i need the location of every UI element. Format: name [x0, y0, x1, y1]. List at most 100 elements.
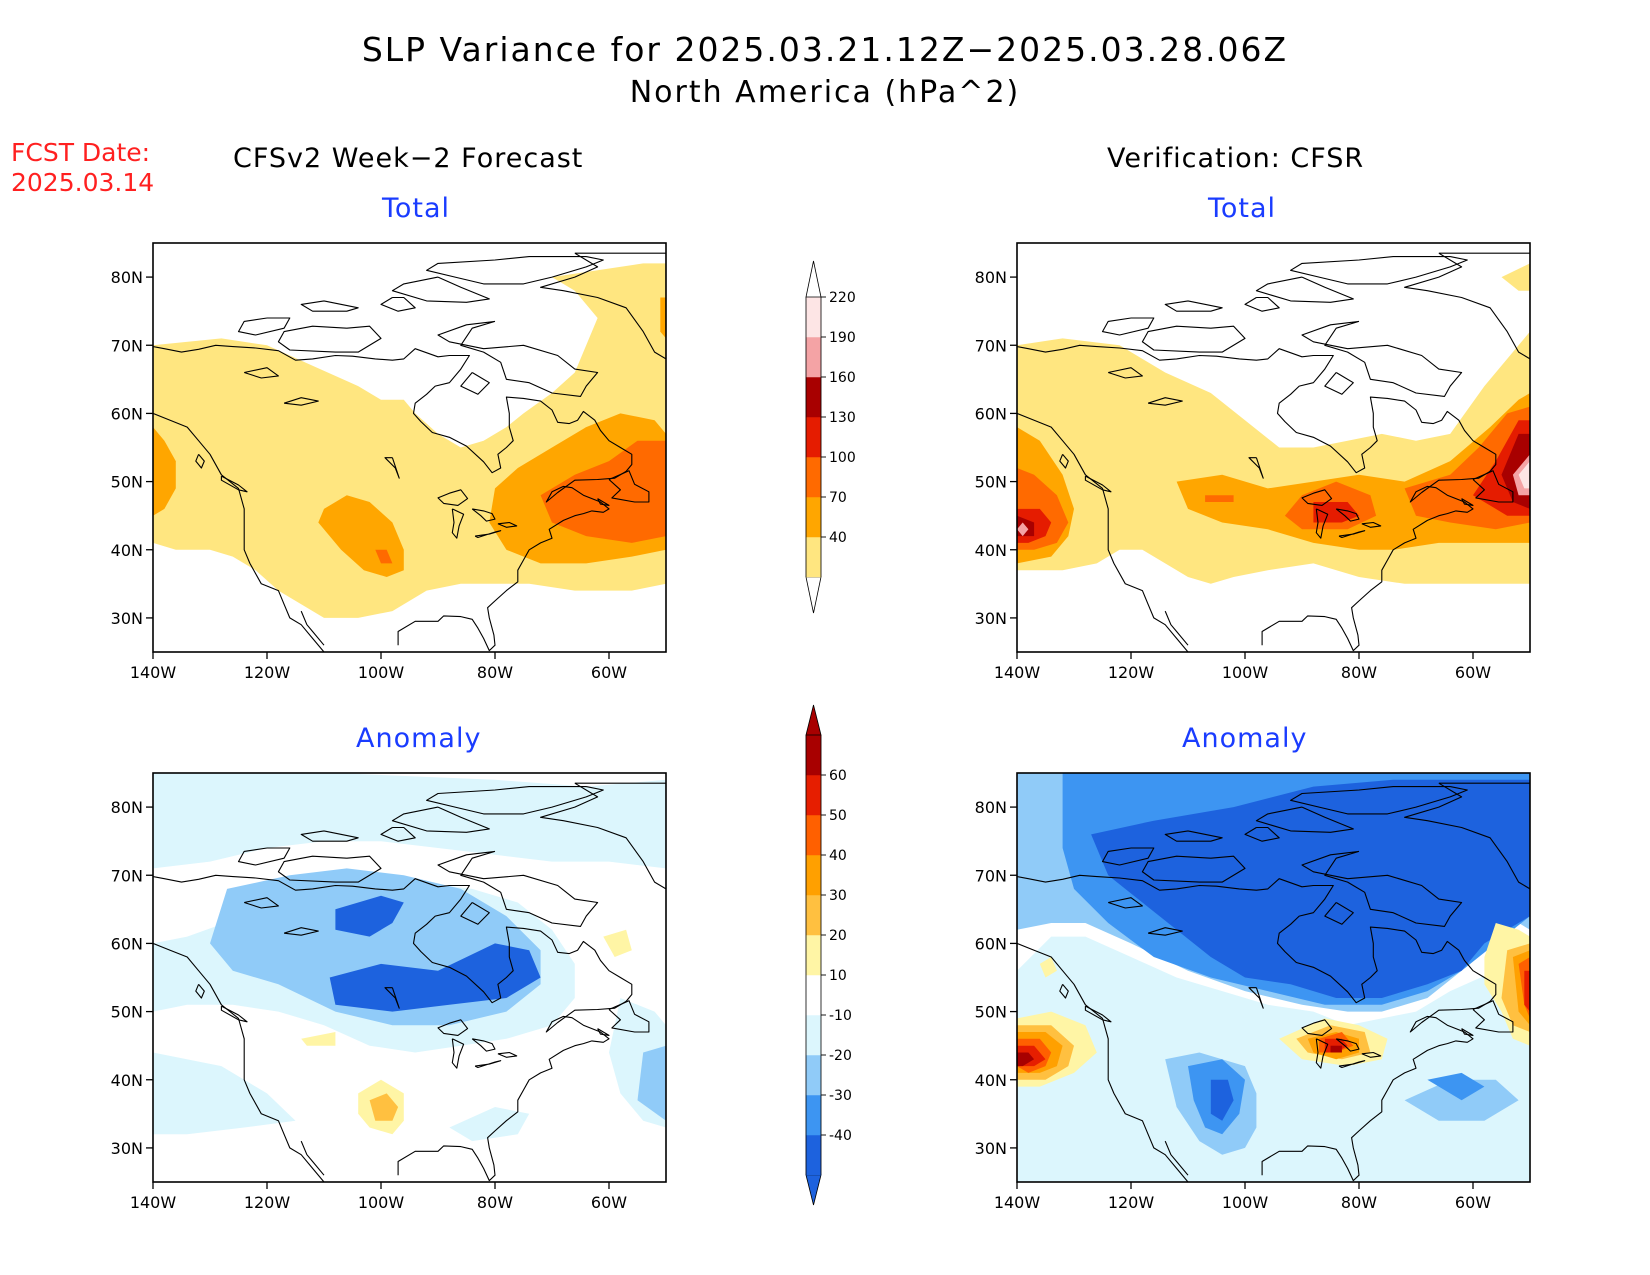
forecast-total-coastline-7	[497, 521, 518, 528]
forecast-anomaly-coastline-5	[451, 1038, 465, 1069]
total-colorbar-low-arrow	[805, 576, 822, 614]
verification-total-coastline-4	[1301, 489, 1333, 506]
total-colorbar-label: 70	[829, 490, 847, 506]
forecast-anomaly-coastline-3	[471, 1038, 496, 1052]
verification-total-y-tick-label: 60N	[975, 404, 1007, 423]
forecast-column-title: CFSv2 Week−2 Forecast	[233, 143, 584, 174]
forecast-anomaly-plot-area	[153, 773, 666, 1182]
anomaly-colorbar-label: 20	[829, 928, 847, 944]
forecast-anomaly-coastline-0	[153, 942, 325, 1182]
forecast-total-coastline-15	[437, 320, 599, 397]
total-colorbar-label: 160	[829, 370, 856, 386]
verification-anomaly-coastline-1	[1164, 1140, 1189, 1176]
verification-total-coastline-14	[1255, 276, 1354, 303]
forecast-total-coastline-10	[384, 457, 400, 479]
forecast-total-coastline-18	[300, 300, 359, 312]
forecast-total-coastline-20	[540, 252, 666, 360]
anomaly-colorbar-box	[805, 974, 822, 1016]
forecast-total-coastline-13	[426, 256, 604, 285]
forecast-total-y-tick-label: 50N	[111, 473, 143, 492]
verification-anomaly-coastline-7	[1361, 1051, 1382, 1058]
verification-total-coastline-6	[1338, 530, 1366, 539]
total-colorbar-box	[805, 536, 822, 578]
verification-total-coastline-11	[1059, 453, 1069, 469]
forecast-anomaly-x-tick-label: 80W	[477, 1193, 513, 1212]
forecast-total-x-tick-label: 80W	[477, 663, 513, 682]
verification-anomaly-coastline-22	[1461, 1028, 1474, 1036]
verification-anomaly-coastline-3	[1335, 1038, 1360, 1052]
forecast-anomaly-x-tick-label: 140W	[130, 1193, 177, 1212]
forecast-anomaly-contour--20-2	[153, 1052, 296, 1135]
verification-anomaly-y-tick-label: 70N	[975, 866, 1007, 885]
forecast-total-coastline-21	[460, 372, 490, 395]
anomaly-colorbar-box	[805, 934, 822, 976]
total-colorbar-box	[805, 456, 822, 498]
verification-anomaly-coastline-9	[1108, 897, 1143, 909]
forecast-total-coastline-6	[474, 530, 502, 539]
total-colorbar-box	[805, 416, 822, 458]
verification-anomaly-contour-10-12	[1039, 957, 1057, 978]
verification-anomaly-coastline-18	[1164, 830, 1223, 842]
verification-anomaly-contour--30-3	[1404, 1079, 1519, 1121]
verification-anomaly-contour-60-25	[1017, 1052, 1035, 1067]
forecast-total-x-tick-label: 60W	[591, 663, 627, 682]
forecast-total-coastline-0	[153, 412, 325, 652]
verification-anomaly-coastline-20	[1404, 782, 1530, 890]
forecast-total-contour-100-6	[375, 549, 393, 564]
verification-total-y-tick-label: 30N	[975, 609, 1007, 628]
fcst-date-value: 2025.03.14	[11, 168, 155, 197]
verification-anomaly-coastline-17	[1101, 847, 1155, 866]
forecast-anomaly-coastline-22	[597, 1028, 610, 1036]
forecast-total-y-tick-label: 70N	[111, 336, 143, 355]
forecast-total-coastline-14	[391, 276, 490, 303]
forecast-anomaly-coastline-16	[277, 855, 382, 883]
verification-total-coastline-22	[1461, 498, 1474, 506]
forecast-anomaly-coastline-11	[195, 983, 205, 999]
forecast-anomaly-coastline-7	[497, 1051, 518, 1058]
verification-anomaly-contour-50-24	[1524, 970, 1530, 1012]
verification-total-contour-220-15	[1518, 461, 1530, 489]
total-colorbar-high-arrow	[805, 260, 822, 298]
verification-anomaly-coastline-14	[1255, 806, 1354, 833]
anomaly-colorbar-label: 40	[829, 848, 847, 864]
verification-total-title: Total	[1208, 193, 1277, 224]
verification-anomaly-x-tick-label: 80W	[1341, 1193, 1377, 1212]
anomaly-colorbar: -40 -30 -20 -10 10 20 30 40 50 60	[805, 704, 852, 1206]
verification-anomaly-plot-area	[1017, 773, 1530, 1182]
anomaly-colorbar-box	[805, 854, 822, 896]
verification-total-coastline-10	[1248, 457, 1264, 479]
verification-anomaly-coastline-19	[1244, 826, 1280, 842]
verification-anomaly-x-tick-label: 60W	[1455, 1193, 1491, 1212]
verification-anomaly-coastline-21	[1324, 902, 1354, 925]
forecast-anomaly-y-tick-label: 50N	[111, 1003, 143, 1022]
anomaly-colorbar-label: 50	[829, 808, 847, 824]
total-colorbar-label: 100	[829, 450, 856, 466]
verification-anomaly-coastline-0	[1017, 942, 1189, 1182]
verification-anomaly-coastline-16	[1141, 855, 1246, 883]
forecast-total-contour-70-4	[660, 297, 666, 339]
verification-anomaly-contour--40-6	[1427, 1072, 1485, 1101]
verification-total-frame	[1016, 242, 1531, 653]
forecast-anomaly-contour-10-11	[301, 1032, 336, 1046]
forecast-anomaly-x-tick-label: 120W	[244, 1193, 291, 1212]
forecast-total-contour-70-1	[153, 427, 176, 516]
anomaly-colorbar-box	[805, 1094, 822, 1136]
verification-anomaly-coastline-4	[1301, 1019, 1333, 1036]
forecast-total-coastline-5	[451, 508, 465, 539]
verification-total-x-tick-label: 60W	[1455, 663, 1491, 682]
anomaly-colorbar-high-arrow	[805, 704, 822, 736]
verification-total-coastline-9	[1108, 367, 1143, 379]
verification-total-contour-130-9	[1313, 502, 1359, 523]
total-colorbar-label: 190	[829, 330, 856, 346]
total-colorbar: 40 70 100 130 160 190 220	[805, 260, 856, 614]
verification-total-coastline-21	[1324, 372, 1354, 395]
forecast-total-y-tick-label: 30N	[111, 609, 143, 628]
forecast-anomaly-coastline-1	[300, 1140, 325, 1176]
anomaly-colorbar-label: -30	[829, 1088, 852, 1104]
forecast-total-coastline-22	[597, 498, 610, 506]
forecast-anomaly-contour--40-7	[335, 895, 404, 937]
total-colorbar-box	[805, 296, 822, 338]
anomaly-colorbar-box	[805, 734, 822, 776]
verification-total-coastline-1	[1164, 610, 1189, 646]
verification-total-y-tick-label: 80N	[975, 268, 1007, 287]
